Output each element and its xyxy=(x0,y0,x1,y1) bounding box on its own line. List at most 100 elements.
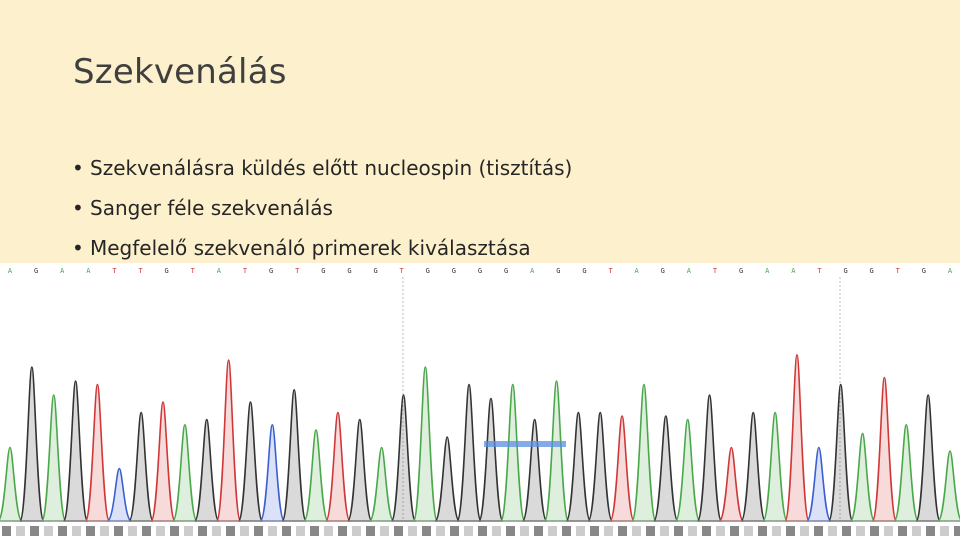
ruler-tick xyxy=(856,526,865,536)
ruler-tick xyxy=(240,526,249,536)
base-call-label: T xyxy=(191,267,196,275)
chromatogram-peak xyxy=(696,394,723,522)
ruler-tick xyxy=(324,526,333,536)
chromatogram-peak xyxy=(434,436,461,522)
ruler-tick xyxy=(884,526,893,536)
ruler-tick xyxy=(562,526,571,536)
ruler-tick xyxy=(688,526,697,536)
base-call-label: A xyxy=(687,267,692,275)
base-call-label: T xyxy=(243,267,248,275)
chromatogram-peak xyxy=(937,450,960,522)
chromatogram-peak xyxy=(19,366,45,522)
ruler-tick xyxy=(520,526,529,536)
chromatogram-peak xyxy=(237,401,264,522)
ruler-tick xyxy=(758,526,767,536)
chromatogram-peak xyxy=(543,380,570,522)
ruler-tick xyxy=(590,526,599,536)
ruler-tick xyxy=(534,526,543,536)
base-call-label: G xyxy=(661,267,665,275)
base-call-label: G xyxy=(321,267,325,275)
ruler-tick xyxy=(604,526,613,536)
ruler-tick xyxy=(478,526,487,536)
base-call-label: G xyxy=(426,267,430,275)
ruler-tick xyxy=(786,526,795,536)
base-call-label: T xyxy=(817,267,822,275)
chromatogram-peak xyxy=(0,446,23,522)
chromatogram-peak xyxy=(631,383,657,522)
chromatogram-peak xyxy=(346,418,373,522)
base-call-label: G xyxy=(556,267,560,275)
bullet-text: Szekvenálásra küldés előtt nucleospin (t… xyxy=(90,156,573,180)
chromatogram-peak xyxy=(784,353,810,522)
ruler-tick xyxy=(310,526,319,536)
base-call-label: T xyxy=(295,267,300,275)
chromatogram-peak xyxy=(456,383,482,522)
chromatogram-peak xyxy=(718,446,745,522)
ruler-tick xyxy=(618,526,627,536)
ruler-tick xyxy=(338,526,347,536)
chromatogram-peak xyxy=(172,423,198,522)
chromatogram-peak xyxy=(762,411,788,522)
bullet-list: • Szekvenálásra küldés előtt nucleospin (… xyxy=(72,148,572,268)
base-call-label: T xyxy=(608,267,613,275)
ruler-tick xyxy=(128,526,137,536)
ruler-tick xyxy=(380,526,389,536)
base-call-label: A xyxy=(635,267,640,275)
base-call-label: T xyxy=(896,267,901,275)
ruler-tick xyxy=(86,526,95,536)
chromatogram-peak xyxy=(653,415,679,522)
ruler-tick xyxy=(170,526,179,536)
base-call-label: A xyxy=(86,267,91,275)
chromatogram-peak xyxy=(587,411,614,522)
chromatogram-peak xyxy=(478,397,504,522)
ruler-tick xyxy=(744,526,753,536)
ruler-tick xyxy=(156,526,165,536)
bullet-text: Sanger féle szekvenálás xyxy=(90,196,333,220)
ruler-tick xyxy=(450,526,459,536)
bullet-item: • Sanger féle szekvenálás xyxy=(72,188,572,228)
chromatogram-peak xyxy=(915,394,941,522)
base-call-label: G xyxy=(373,267,377,275)
base-call-label: G xyxy=(269,267,273,275)
ruler-tick xyxy=(30,526,39,536)
ruler-tick xyxy=(842,526,851,536)
ruler-tick xyxy=(142,526,151,536)
ruler-tick xyxy=(730,526,739,536)
ruler-tick xyxy=(254,526,263,536)
base-call-label: G xyxy=(739,267,743,275)
slide-title: Szekvenálás xyxy=(73,52,287,92)
base-call-label: G xyxy=(922,267,926,275)
chromatogram-peak xyxy=(368,446,395,522)
ruler-tick xyxy=(114,526,123,536)
ruler-tick xyxy=(632,526,641,536)
ruler-tick xyxy=(646,526,655,536)
base-call-label: T xyxy=(138,267,143,275)
chromatogram-peak xyxy=(193,418,220,522)
ruler-tick xyxy=(422,526,431,536)
chromatogram-peak xyxy=(521,418,548,522)
ruler-tick xyxy=(576,526,585,536)
chromatogram-peak xyxy=(806,446,832,522)
base-call-label: G xyxy=(478,267,482,275)
base-call-label: G xyxy=(34,267,38,275)
bullet-dot: • xyxy=(72,156,84,180)
ruler-tick xyxy=(44,526,53,536)
ruler-tick xyxy=(366,526,375,536)
chromatogram-peak xyxy=(84,383,111,522)
base-call-label: G xyxy=(347,267,351,275)
ruler-tick xyxy=(702,526,711,536)
chromatogram-peak xyxy=(609,415,635,522)
ruler-tick xyxy=(16,526,25,536)
chromatogram-peak xyxy=(128,411,154,522)
base-call-label: A xyxy=(948,267,953,275)
base-call-label: G xyxy=(165,267,169,275)
base-call-label: G xyxy=(843,267,847,275)
chromatogram-peak xyxy=(62,380,89,522)
chromatogram-peak xyxy=(40,394,67,522)
base-call-label: G xyxy=(452,267,456,275)
chromatogram-peak xyxy=(259,423,286,522)
ruler-tick xyxy=(352,526,361,536)
base-call-label: G xyxy=(582,267,586,275)
ruler-tick xyxy=(408,526,417,536)
